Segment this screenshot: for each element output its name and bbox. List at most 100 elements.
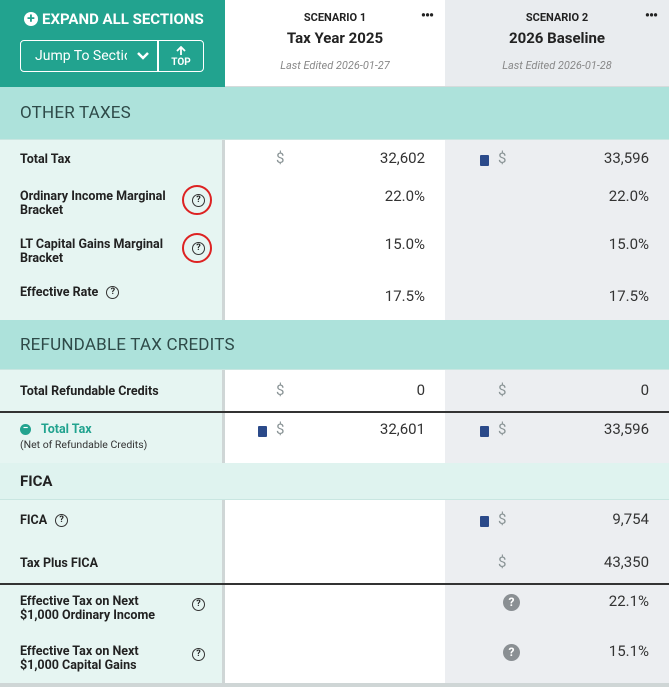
amount: 9,754 <box>612 510 649 528</box>
top-text: TOP <box>171 57 191 68</box>
row-label-text: Total Tax <box>20 152 71 167</box>
help-icon: ? <box>106 286 120 300</box>
col1-bg <box>225 413 445 463</box>
amount: 22.1% <box>608 592 649 610</box>
currency: $ <box>498 420 507 438</box>
col1-bg <box>225 585 445 635</box>
section-header: FICA <box>0 463 669 500</box>
row: Total Refundable Credits $0 $0 <box>0 370 669 413</box>
col1-bg <box>225 635 445 683</box>
amount: 32,602 <box>379 149 425 167</box>
help-icon: ? <box>55 514 69 528</box>
col2-bg <box>445 542 669 583</box>
scenario-header: SCENARIO 1 Tax Year 2025 Last Edited 2026-… <box>225 0 445 87</box>
jump-text: Jump To Section <box>35 48 127 64</box>
col2-bg <box>445 635 669 683</box>
calculator-icon <box>480 426 489 437</box>
row-label-text: LT Capital Gains Marginal Bracket <box>20 237 164 266</box>
scenario-name: Tax Year 2025 <box>286 29 384 47</box>
row-label: Tax Plus FICA <box>20 555 180 571</box>
amount: 17.5% <box>608 287 649 305</box>
header-controls: + EXPAND ALL SECTIONS Jump To Section TO… <box>0 0 225 87</box>
up-arrow <box>176 45 186 55</box>
highlight-circle <box>182 233 212 263</box>
col1-bg <box>225 276 445 320</box>
highlight-circle <box>182 185 212 215</box>
expand-all-text: EXPAND ALL SECTIONS <box>42 10 204 28</box>
menu-dots[interactable]: ••• <box>644 8 658 24</box>
label-cell-bg <box>0 413 225 463</box>
help-icon: ? <box>192 598 205 611</box>
col2-bg <box>445 413 669 463</box>
row-label: LT Capital Gains Marginal Bracket <box>20 238 180 266</box>
row-label: Effective Tax on Next $1,000 Capital Gai… <box>20 645 180 673</box>
section-header: REFUNDABLE TAX CREDITS <box>0 320 669 370</box>
chevron <box>137 52 149 60</box>
row-label: Total Refundable Credits <box>20 383 180 399</box>
row: Effective Rate? 17.5% 17.5% <box>0 276 669 320</box>
jump-select[interactable]: Jump To Section <box>20 40 158 72</box>
amount: 32,601 <box>379 420 425 438</box>
collapse-icon: − <box>20 424 31 436</box>
calculator-icon <box>480 155 489 166</box>
row: LT Capital Gains Marginal Bracket? 15.0% 1… <box>0 228 669 276</box>
col2-bg <box>445 228 669 276</box>
currency: $ <box>276 149 285 167</box>
col1-bg <box>225 228 445 276</box>
label-cell-bg <box>0 542 225 583</box>
scenario-label: SCENARIO 1 <box>303 11 367 24</box>
row-label-text: FICA <box>20 513 48 528</box>
section-header: OTHER TAXES <box>0 87 669 140</box>
label-cell-bg <box>0 635 225 683</box>
help-icon-grey: ? <box>503 644 520 661</box>
col1-bg <box>225 180 445 228</box>
scenario-name: 2026 Baseline <box>508 29 605 47</box>
help-icon: ? <box>192 648 205 661</box>
amount: 22.0% <box>608 187 649 205</box>
amount: 33,596 <box>603 149 649 167</box>
calculator-icon <box>480 516 489 527</box>
row: FICA? $9,754 <box>0 500 669 542</box>
label-cell-bg <box>0 585 225 635</box>
currency: $ <box>276 420 285 438</box>
row-label-text: Total Tax <box>41 422 92 437</box>
row: − Total Tax (Net of Refundable Credits) $32… <box>0 413 669 463</box>
label-cell-bg <box>0 140 225 180</box>
row-label: Ordinary Income Marginal Bracket <box>20 190 180 218</box>
row: Ordinary Income Marginal Bracket? 22.0% 22… <box>0 180 669 228</box>
calculator-icon <box>258 426 267 437</box>
menu-dots[interactable]: ••• <box>420 8 434 24</box>
amount: 0 <box>640 380 649 399</box>
amount: 0 <box>416 380 425 399</box>
currency: $ <box>498 510 507 528</box>
currency: $ <box>498 380 507 399</box>
row-label: Total Tax <box>20 153 180 167</box>
amount: 33,596 <box>603 420 649 438</box>
currency: $ <box>498 552 507 571</box>
bottom-border <box>0 683 669 687</box>
expand-all-button[interactable]: + EXPAND ALL SECTIONS <box>24 10 204 28</box>
amount: 15.0% <box>384 235 425 253</box>
col2-bg <box>445 180 669 228</box>
col2-bg <box>445 585 669 635</box>
row-label-text: Effective Tax on Next $1,000 Capital Gai… <box>20 644 139 673</box>
row: Total Tax $32,602 $33,596 <box>0 140 669 180</box>
col1-bg <box>225 500 445 542</box>
amount: 15.1% <box>608 642 649 660</box>
amount: 15.0% <box>608 235 649 253</box>
amount: 22.0% <box>384 187 425 205</box>
row-sublabel: (Net of Refundable Credits) <box>20 438 148 451</box>
col1-bg <box>225 542 445 583</box>
amount: 43,350 <box>603 552 649 571</box>
amount: 17.5% <box>384 287 425 305</box>
label-cell-bg <box>0 370 225 411</box>
top-button[interactable]: TOP <box>158 40 204 72</box>
row-label-text: Total Refundable Credits <box>20 383 159 399</box>
row-label-text: Tax Plus FICA <box>20 555 98 571</box>
row-label-text: Effective Rate <box>20 285 99 300</box>
row-label: Effective Rate? <box>20 286 180 300</box>
currency: $ <box>498 149 507 167</box>
col1-bg <box>225 370 445 411</box>
col2-bg <box>445 370 669 411</box>
